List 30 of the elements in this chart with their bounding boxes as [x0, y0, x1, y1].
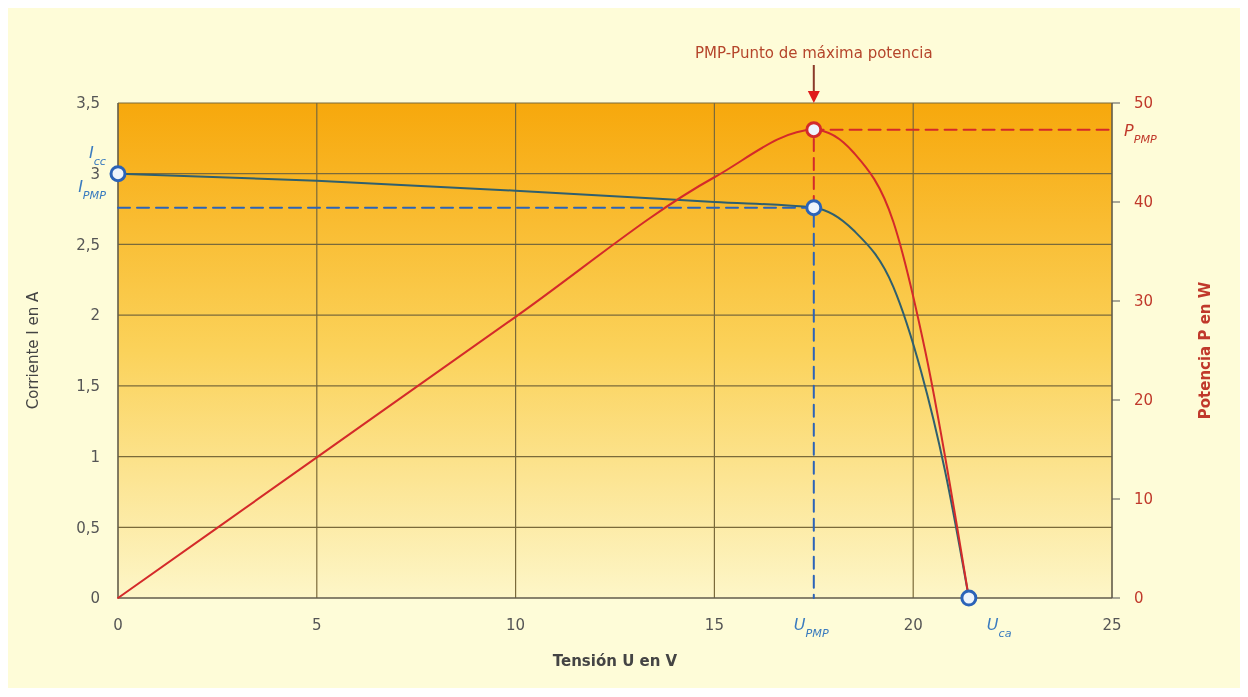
annotation: P$_{PMP}$ [1124, 120, 1158, 146]
y-tick-label: 2 [90, 306, 100, 325]
y2-tick-label: 50 [1134, 94, 1154, 113]
point [960, 589, 978, 607]
y2-tick-label: 10 [1134, 490, 1154, 509]
text: PMP-Punto de máxima potencia [695, 44, 933, 62]
y-tick-label: 1 [90, 447, 100, 466]
point [109, 165, 127, 183]
x-tick-label: 5 [312, 616, 322, 634]
x-axis-title: Tensión U en V [552, 652, 678, 670]
y-tick-label: 0,5 [76, 518, 100, 537]
x-tick-label: 20 [903, 616, 923, 634]
y-tick-label: 1,5 [76, 377, 100, 396]
y-tick-label: 2,5 [76, 235, 100, 254]
y2-tick-label: 30 [1134, 292, 1154, 311]
y2-tick-label: 40 [1134, 193, 1154, 212]
y-tick-label: 3,5 [76, 94, 100, 113]
annotation: U$_{PMP}$ [793, 615, 829, 640]
annotation: U$_{ca}$ [986, 615, 1012, 640]
annotation: I$_{cc}$ [88, 142, 106, 168]
y-axis-title: Corriente I en A [24, 291, 42, 410]
point [805, 199, 823, 217]
x-tick-label: 0 [113, 616, 123, 634]
y-tick-label: 0 [90, 589, 100, 608]
x-tick-label: 10 [506, 616, 526, 634]
y2-tick-label: 20 [1134, 391, 1154, 410]
x-tick-label: 15 [704, 616, 724, 634]
x-tick-label: 25 [1102, 616, 1122, 634]
y2-tick-label: 0 [1134, 589, 1144, 608]
y2-axis-title: Potencia P en W [1196, 281, 1214, 420]
